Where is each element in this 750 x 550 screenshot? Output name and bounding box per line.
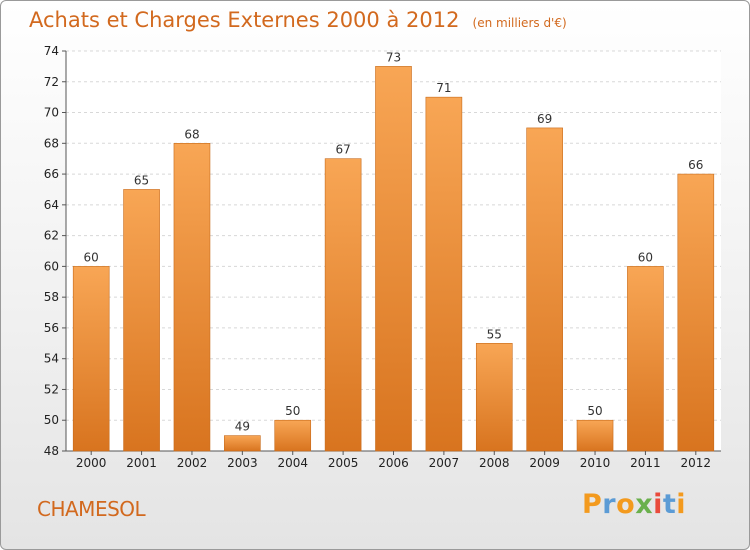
- bar: [72, 266, 110, 452]
- x-tick-label: 2004: [277, 456, 308, 470]
- logo-letter: i: [676, 489, 687, 520]
- y-tick-label: 66: [44, 167, 59, 181]
- data-label: 71: [436, 81, 451, 95]
- commune-name: CHAMESOL: [37, 497, 146, 521]
- data-label: 60: [638, 250, 653, 264]
- logo-letter: r: [602, 489, 617, 520]
- x-tick-label: 2002: [177, 456, 208, 470]
- data-label: 69: [537, 112, 552, 126]
- x-tick-label: 2009: [529, 456, 560, 470]
- y-tick-label: 68: [44, 136, 59, 150]
- data-label: 65: [134, 173, 149, 187]
- x-tick-label: 2008: [479, 456, 510, 470]
- y-tick-label: 54: [44, 352, 59, 366]
- data-label: 55: [487, 327, 502, 341]
- bar: [173, 143, 211, 452]
- y-tick-label: 48: [44, 444, 59, 458]
- bar: [677, 173, 715, 452]
- data-label: 60: [84, 250, 99, 264]
- y-tick-label: 60: [44, 259, 59, 273]
- y-tick-label: 70: [44, 106, 59, 120]
- data-label: 73: [386, 50, 401, 64]
- chart-title: Achats et Charges Externes 2000 à 2012: [29, 8, 460, 32]
- logo-letter: o: [616, 489, 636, 520]
- bar: [274, 419, 312, 452]
- y-tick-label: 64: [44, 198, 59, 212]
- bar: [224, 435, 261, 452]
- logo-letter: t: [662, 489, 677, 520]
- proxiti-logo: Proxiti: [582, 489, 686, 520]
- y-tick-label: 74: [44, 44, 59, 58]
- data-label: 50: [285, 404, 300, 418]
- x-tick-label: 2012: [681, 456, 712, 470]
- bar: [425, 96, 463, 452]
- x-tick-label: 2000: [76, 456, 107, 470]
- x-tick-label: 2006: [378, 456, 409, 470]
- x-tick-label: 2010: [580, 456, 611, 470]
- x-tick-label: 2007: [429, 456, 460, 470]
- y-tick-label: 50: [44, 413, 59, 427]
- data-label: 68: [184, 127, 199, 141]
- y-tick-label: 72: [44, 75, 59, 89]
- bar: [627, 266, 664, 452]
- y-tick-label: 62: [44, 229, 59, 243]
- bar: [375, 66, 412, 452]
- data-label: 49: [235, 420, 250, 434]
- logo-letter: x: [635, 489, 654, 520]
- bar: [526, 127, 563, 452]
- data-label: 66: [688, 158, 703, 172]
- logo-letter: i: [653, 489, 663, 520]
- x-tick-label: 2001: [126, 456, 157, 470]
- data-label: 50: [587, 404, 602, 418]
- bar: [475, 343, 513, 452]
- title-row: Achats et Charges Externes 2000 à 2012 (…: [29, 8, 567, 32]
- y-tick-label: 52: [44, 382, 59, 396]
- data-label: 67: [335, 143, 350, 157]
- y-tick-label: 58: [44, 290, 59, 304]
- x-tick-label: 2003: [227, 456, 258, 470]
- bar: [576, 419, 614, 452]
- y-tick-label: 56: [44, 321, 59, 335]
- logo-letter: P: [582, 489, 603, 520]
- x-tick-label: 2005: [328, 456, 359, 470]
- bar: [324, 158, 362, 452]
- chart-subtitle: (en milliers d'€): [472, 16, 567, 30]
- bar: [123, 189, 160, 452]
- x-tick-label: 2011: [630, 456, 661, 470]
